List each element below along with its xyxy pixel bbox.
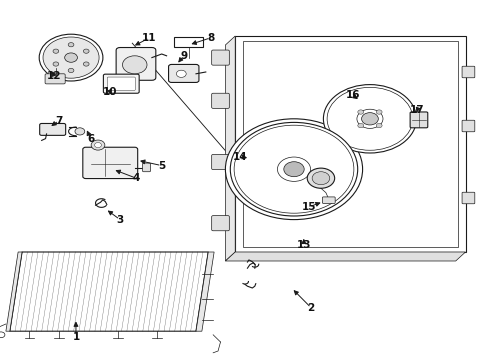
Circle shape (312, 172, 330, 185)
FancyBboxPatch shape (45, 74, 65, 84)
Circle shape (323, 85, 416, 153)
Text: 15: 15 (301, 202, 316, 212)
Polygon shape (296, 127, 335, 163)
FancyBboxPatch shape (410, 112, 428, 128)
Circle shape (83, 49, 89, 53)
Polygon shape (240, 135, 287, 166)
Polygon shape (304, 141, 351, 168)
Circle shape (53, 62, 59, 66)
Circle shape (284, 162, 304, 177)
Polygon shape (297, 175, 339, 210)
Circle shape (358, 123, 364, 128)
Circle shape (68, 42, 74, 47)
FancyBboxPatch shape (107, 77, 135, 90)
FancyBboxPatch shape (212, 154, 229, 170)
Circle shape (43, 37, 99, 78)
Text: 5: 5 (158, 161, 165, 171)
FancyBboxPatch shape (169, 64, 199, 82)
FancyBboxPatch shape (40, 123, 66, 135)
Circle shape (39, 34, 103, 81)
Circle shape (0, 332, 5, 338)
FancyBboxPatch shape (212, 216, 229, 231)
Text: 3: 3 (117, 215, 123, 225)
Polygon shape (6, 252, 22, 331)
Text: 8: 8 (207, 33, 214, 43)
FancyBboxPatch shape (462, 66, 475, 78)
Circle shape (68, 68, 74, 73)
Text: 2: 2 (308, 303, 315, 313)
Circle shape (230, 122, 358, 216)
Polygon shape (237, 158, 282, 184)
Polygon shape (332, 91, 366, 116)
Circle shape (358, 110, 364, 114)
Polygon shape (225, 252, 466, 261)
Circle shape (75, 128, 85, 135)
Text: 4: 4 (132, 173, 140, 183)
Circle shape (122, 56, 147, 74)
Circle shape (65, 53, 77, 62)
Circle shape (376, 123, 382, 128)
Polygon shape (265, 127, 299, 161)
Circle shape (176, 70, 186, 77)
Polygon shape (304, 168, 351, 193)
FancyBboxPatch shape (212, 93, 229, 108)
Bar (174, 37, 203, 47)
Text: 12: 12 (47, 71, 61, 81)
Polygon shape (242, 173, 288, 206)
Polygon shape (270, 178, 305, 211)
Circle shape (95, 143, 101, 148)
Text: 13: 13 (296, 240, 311, 250)
Polygon shape (337, 123, 368, 149)
Circle shape (91, 140, 105, 150)
FancyBboxPatch shape (212, 50, 229, 65)
Polygon shape (376, 94, 410, 117)
Text: 6: 6 (87, 134, 94, 144)
Text: 11: 11 (142, 33, 157, 43)
FancyBboxPatch shape (83, 147, 138, 179)
FancyBboxPatch shape (462, 120, 475, 132)
Polygon shape (225, 36, 235, 261)
Circle shape (362, 113, 378, 125)
Text: 1: 1 (73, 332, 79, 342)
Polygon shape (329, 111, 361, 134)
Polygon shape (378, 116, 411, 139)
Circle shape (376, 110, 382, 114)
Text: 16: 16 (345, 90, 360, 100)
Polygon shape (357, 89, 390, 112)
FancyBboxPatch shape (462, 192, 475, 204)
Text: 9: 9 (180, 51, 187, 61)
Circle shape (53, 49, 59, 53)
Bar (243, 41, 458, 247)
Polygon shape (10, 252, 208, 331)
Circle shape (307, 168, 335, 188)
Polygon shape (235, 36, 466, 252)
Text: 14: 14 (233, 152, 247, 162)
Text: 7: 7 (55, 116, 63, 126)
Circle shape (225, 119, 363, 220)
FancyBboxPatch shape (116, 48, 156, 80)
Polygon shape (196, 252, 214, 331)
FancyBboxPatch shape (322, 197, 335, 203)
Circle shape (83, 62, 89, 66)
Text: 17: 17 (410, 105, 425, 115)
Polygon shape (368, 124, 398, 149)
FancyBboxPatch shape (103, 74, 139, 93)
FancyBboxPatch shape (143, 163, 150, 172)
Text: 10: 10 (103, 87, 118, 97)
